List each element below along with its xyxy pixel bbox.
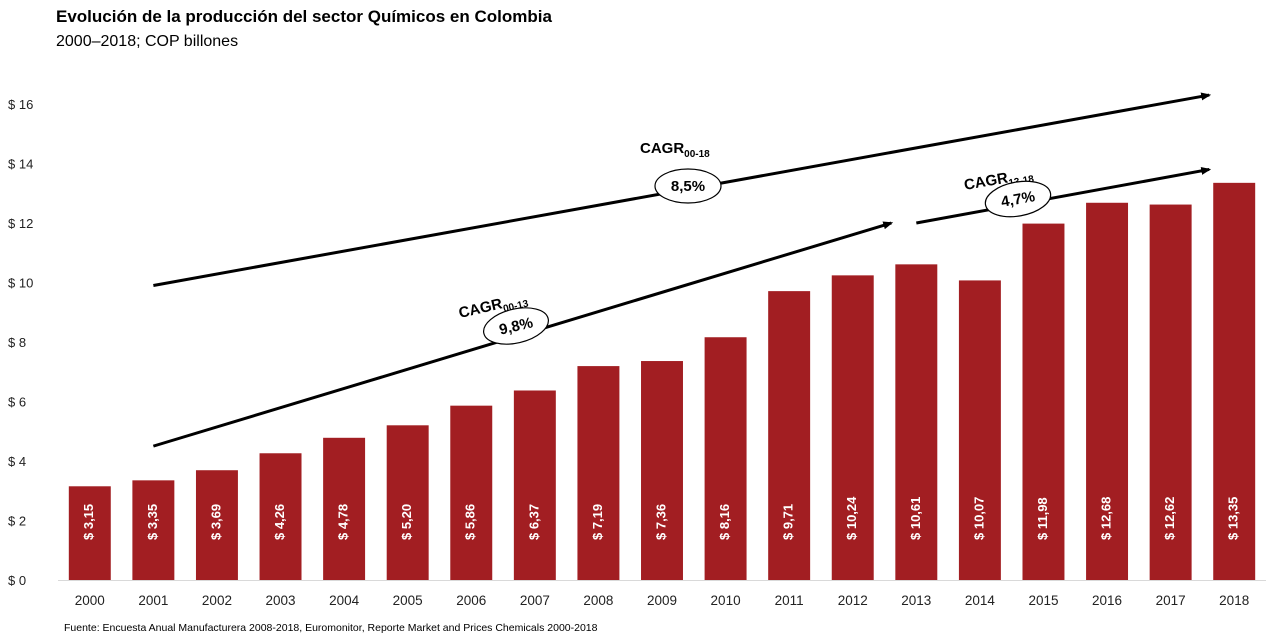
bar-value-label: $ 10,61 [908, 497, 923, 540]
bar-value-label: $ 4,26 [272, 504, 287, 540]
bar [1213, 182, 1256, 580]
bar-value-label: $ 12,62 [1162, 497, 1177, 540]
y-tick-label: $ 2 [8, 514, 26, 529]
bar [1086, 202, 1129, 580]
bar [132, 480, 175, 580]
bar-value-label: $ 4,78 [336, 504, 351, 540]
cagr-value-ellipse [483, 307, 549, 345]
bar [323, 437, 366, 580]
bar-value-label: $ 9,71 [781, 504, 796, 540]
y-tick-label: $ 16 [8, 97, 33, 112]
x-tick-label: 2005 [393, 593, 423, 608]
x-tick-label: 2007 [520, 593, 550, 608]
x-tick-label: 2011 [775, 593, 804, 608]
cagr-value-ellipse [984, 180, 1052, 218]
bar-value-label: $ 10,07 [971, 497, 986, 540]
bar [1022, 223, 1065, 580]
bar-value-label: $ 13,35 [1226, 497, 1241, 540]
bar [195, 470, 238, 580]
x-tick-label: 2008 [583, 593, 613, 608]
bar-value-label: $ 5,20 [399, 504, 414, 540]
x-tick-label: 2009 [647, 593, 677, 608]
x-tick-label: 2015 [1028, 593, 1058, 608]
bar [259, 453, 302, 580]
bar [895, 264, 938, 580]
y-tick-label: $ 6 [8, 395, 26, 410]
x-tick-label: 2013 [901, 593, 931, 608]
y-tick-label: $ 4 [8, 454, 26, 469]
bar-value-label: $ 3,35 [145, 504, 160, 540]
bar [958, 280, 1001, 580]
cagr-value: 8,5% [671, 178, 705, 195]
cagr-annotations: CAGR00-188,5%CAGR00-139,8%CAGR13-184,7% [152, 92, 1212, 448]
bar-value-label: $ 12,68 [1098, 497, 1113, 540]
bar-value-label: $ 10,24 [844, 496, 859, 540]
bars: $ 3,15 $ 3,35 $ 3,69 $ 4,26 $ 4,78 $ 5,20 $ 5,… [68, 182, 1256, 580]
bar-value-label: $ 7,19 [590, 504, 605, 540]
y-tick-label: $ 8 [8, 335, 26, 350]
x-tick-label: 2001 [138, 593, 168, 608]
x-tick-label: 2006 [456, 593, 486, 608]
bar [831, 275, 874, 580]
bar [1149, 204, 1192, 580]
chart-title: Evolución de la producción del sector Qu… [56, 7, 552, 26]
x-tick-label: 2004 [329, 593, 360, 608]
x-tick-label: 2002 [202, 593, 232, 608]
x-tick-label: 2016 [1092, 593, 1122, 608]
y-tick-label: $ 0 [8, 573, 26, 588]
x-tick-label: 2014 [965, 593, 996, 608]
bar [704, 337, 747, 580]
bar [68, 486, 111, 580]
x-axis: 2000 2001 2002 2003 2004 2005 2006 2007 2008 2009… [58, 580, 1266, 608]
y-axis: $ 0 $ 2 $ 4 $ 6 $ 8 $ 10 $ 12 $ 14 $ 16 [8, 97, 33, 588]
bar-value-label: $ 8,16 [717, 504, 732, 540]
x-tick-label: 2018 [1219, 593, 1249, 608]
bar-value-label: $ 7,36 [653, 504, 668, 540]
bar-value-label: $ 11,98 [1035, 497, 1050, 540]
x-tick-label: 2010 [711, 593, 741, 608]
y-tick-label: $ 12 [8, 216, 33, 231]
bar [577, 366, 620, 580]
cagr-value-ellipse [654, 168, 722, 204]
bar-value-label: $ 3,15 [81, 504, 96, 540]
x-tick-label: 2017 [1156, 593, 1186, 608]
y-tick-label: $ 14 [8, 157, 33, 172]
bar-value-label: $ 3,69 [208, 504, 223, 540]
bar-value-label: $ 5,86 [463, 504, 478, 540]
source-note: Fuente: Encuesta Anual Manufacturera 200… [64, 622, 598, 634]
x-tick-label: 2000 [75, 593, 105, 608]
bar [513, 390, 556, 580]
bar [450, 405, 493, 580]
y-tick-label: $ 10 [8, 276, 33, 291]
bar [768, 291, 811, 580]
bar [641, 361, 683, 580]
cagr-value: 4,7% [1000, 188, 1037, 211]
x-tick-label: 2012 [838, 593, 868, 608]
x-tick-label: 2003 [266, 593, 296, 608]
cagr-arrow [916, 166, 1212, 225]
bar-value-label: $ 6,37 [526, 504, 541, 540]
chart-subtitle: 2000–2018; COP billones [56, 33, 239, 50]
bar [386, 425, 429, 580]
cagr-label: CAGR00-18 [640, 140, 710, 160]
